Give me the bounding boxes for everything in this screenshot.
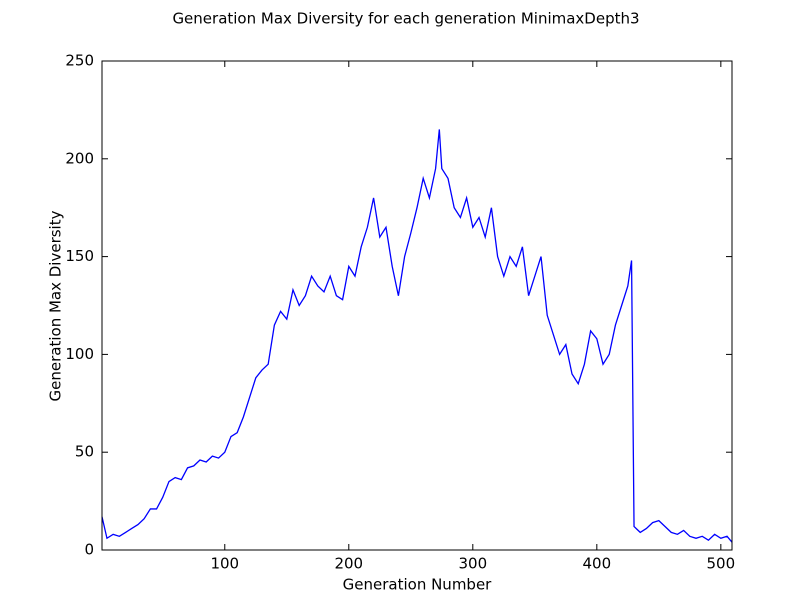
x-tick-label: 200 [334, 555, 363, 573]
y-tick-label: 100 [65, 345, 94, 363]
x-axis-label: Generation Number [343, 576, 493, 594]
y-tick-label: 250 [65, 52, 94, 70]
y-tick-label: 150 [65, 247, 94, 265]
y-tick-label: 0 [84, 541, 94, 559]
x-tick-label: 500 [707, 555, 736, 573]
plot-frame [101, 60, 733, 551]
x-tick-label: 400 [583, 555, 612, 573]
y-tick-label: 200 [65, 149, 94, 167]
x-tick-label: 300 [458, 555, 487, 573]
chart-title: Generation Max Diversity for each genera… [172, 10, 639, 28]
data-line [101, 129, 733, 543]
y-axis-label: Generation Max Diversity [47, 210, 65, 401]
x-tick-label: 100 [210, 555, 239, 573]
y-tick-label: 50 [75, 443, 94, 461]
